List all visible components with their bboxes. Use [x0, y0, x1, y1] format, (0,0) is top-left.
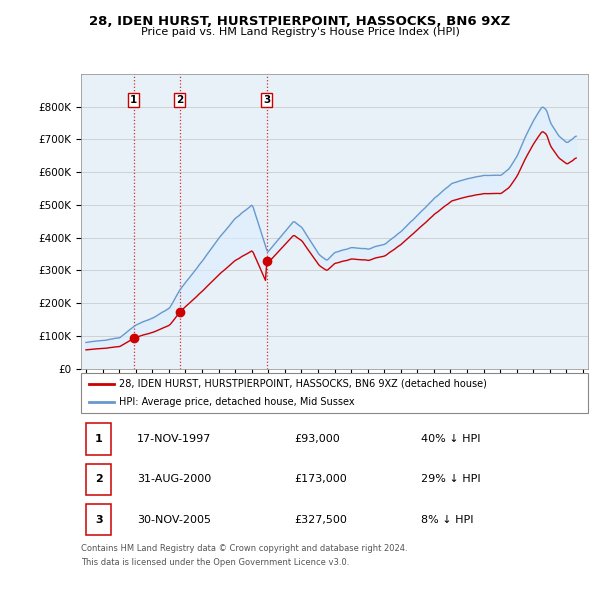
Text: 40% ↓ HPI: 40% ↓ HPI — [421, 434, 480, 444]
FancyBboxPatch shape — [86, 464, 112, 495]
FancyBboxPatch shape — [86, 424, 112, 455]
Text: 28, IDEN HURST, HURSTPIERPOINT, HASSOCKS, BN6 9XZ (detached house): 28, IDEN HURST, HURSTPIERPOINT, HASSOCKS… — [119, 379, 487, 389]
Text: £93,000: £93,000 — [294, 434, 340, 444]
Text: 3: 3 — [263, 96, 271, 105]
Text: 2: 2 — [95, 474, 103, 484]
Text: 17-NOV-1997: 17-NOV-1997 — [137, 434, 211, 444]
Text: Price paid vs. HM Land Registry's House Price Index (HPI): Price paid vs. HM Land Registry's House … — [140, 27, 460, 37]
Text: 3: 3 — [95, 514, 103, 525]
Text: 29% ↓ HPI: 29% ↓ HPI — [421, 474, 481, 484]
Text: 2: 2 — [176, 96, 184, 105]
Text: 8% ↓ HPI: 8% ↓ HPI — [421, 514, 473, 525]
Text: 28, IDEN HURST, HURSTPIERPOINT, HASSOCKS, BN6 9XZ: 28, IDEN HURST, HURSTPIERPOINT, HASSOCKS… — [89, 15, 511, 28]
Text: 1: 1 — [95, 434, 103, 444]
Text: 1: 1 — [130, 96, 137, 105]
FancyBboxPatch shape — [81, 373, 588, 413]
Text: £173,000: £173,000 — [294, 474, 347, 484]
Text: This data is licensed under the Open Government Licence v3.0.: This data is licensed under the Open Gov… — [81, 558, 349, 566]
Text: 31-AUG-2000: 31-AUG-2000 — [137, 474, 211, 484]
Text: HPI: Average price, detached house, Mid Sussex: HPI: Average price, detached house, Mid … — [119, 397, 355, 407]
FancyBboxPatch shape — [86, 504, 112, 535]
Text: £327,500: £327,500 — [294, 514, 347, 525]
Text: 30-NOV-2005: 30-NOV-2005 — [137, 514, 211, 525]
Text: Contains HM Land Registry data © Crown copyright and database right 2024.: Contains HM Land Registry data © Crown c… — [81, 544, 407, 553]
